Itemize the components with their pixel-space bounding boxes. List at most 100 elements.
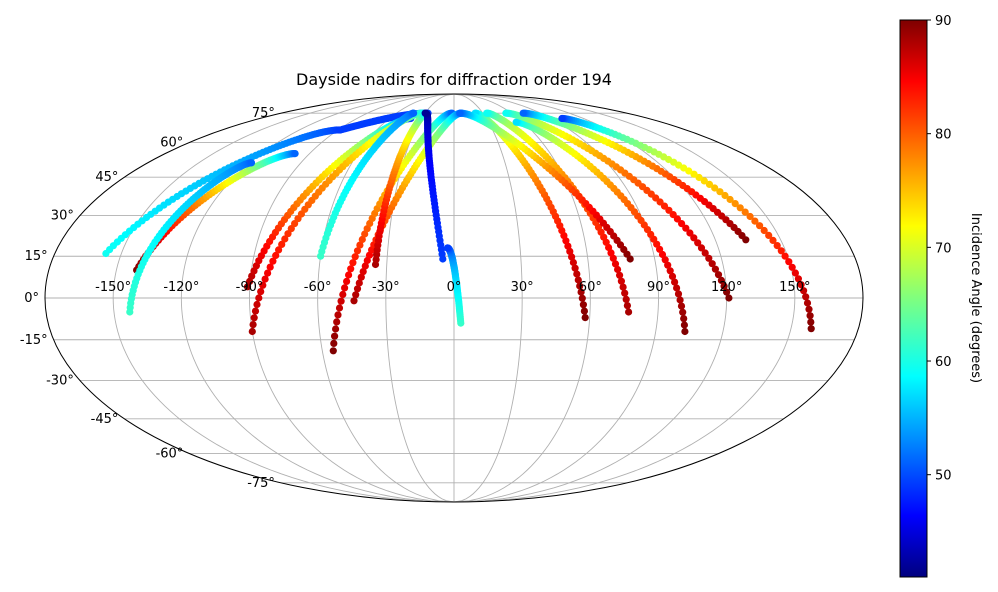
scatter-point bbox=[443, 244, 451, 252]
scatter-point bbox=[705, 254, 713, 262]
map-boundary bbox=[44, 93, 864, 503]
scatter-point bbox=[725, 294, 733, 302]
scatter-point bbox=[421, 109, 429, 117]
scatter-point bbox=[619, 283, 627, 291]
scatter-point bbox=[765, 231, 773, 239]
scatter-point bbox=[577, 288, 585, 296]
scatter-point bbox=[731, 200, 739, 208]
scatter-point bbox=[357, 273, 365, 281]
scatter-point bbox=[807, 318, 815, 326]
scatter-point bbox=[341, 284, 349, 292]
chart-title: Dayside nadirs for diffraction order 194 bbox=[296, 70, 612, 89]
scatter-point bbox=[355, 279, 363, 287]
scatter-point bbox=[330, 339, 338, 347]
scatter-point bbox=[806, 312, 814, 320]
scatter-point bbox=[578, 294, 586, 302]
graticule bbox=[45, 94, 863, 502]
scatter-point bbox=[609, 254, 617, 262]
scatter-point bbox=[614, 265, 622, 274]
scatter-point bbox=[714, 271, 723, 279]
scatter-point bbox=[272, 251, 280, 260]
scatter-point bbox=[773, 242, 781, 250]
scatter-point bbox=[243, 283, 252, 291]
scatter-point bbox=[701, 249, 709, 257]
colorbar-label: Incidence Angle (degrees) bbox=[968, 213, 983, 383]
scatter-point bbox=[677, 302, 686, 310]
scatter-point bbox=[250, 314, 258, 322]
scatter-point bbox=[721, 191, 729, 200]
scatter-point bbox=[502, 109, 510, 117]
scatter-point bbox=[680, 315, 688, 323]
scatter-point bbox=[751, 217, 759, 225]
longitude-tick-labels: -150° -120° -90° -60° -30° 0° 30° 60° 90° 120° 150… bbox=[95, 280, 810, 295]
scatter-point bbox=[339, 290, 347, 299]
latitude-tick-label: 60° bbox=[160, 135, 183, 150]
scatter-point bbox=[680, 321, 689, 329]
scatter-point bbox=[716, 188, 724, 196]
scatter-point bbox=[269, 257, 277, 265]
latitude-tick-label: -30° bbox=[46, 373, 74, 388]
scatter-point bbox=[349, 259, 357, 267]
scatter-point bbox=[456, 109, 464, 117]
scatter-point bbox=[803, 299, 812, 307]
scatter-point bbox=[261, 275, 269, 283]
latitude-tick-label: -45° bbox=[91, 412, 119, 427]
scatter-point bbox=[616, 271, 624, 279]
scatter-point bbox=[805, 305, 813, 313]
scatter-point bbox=[708, 260, 716, 268]
latitude-tick-label: 45° bbox=[95, 170, 118, 185]
longitude-tick-label: 30° bbox=[511, 280, 534, 295]
scatter-point bbox=[352, 291, 360, 299]
longitude-tick-label: -150° bbox=[95, 280, 131, 295]
scatter-point bbox=[558, 114, 566, 123]
scatter-point bbox=[519, 109, 527, 117]
longitude-tick-label: -120° bbox=[163, 280, 199, 295]
scatter-point bbox=[410, 109, 418, 117]
scatter-point bbox=[695, 173, 703, 182]
scatter-point bbox=[576, 282, 584, 290]
scatter-point bbox=[253, 300, 261, 309]
longitude-tick-label: 150° bbox=[779, 280, 810, 295]
scatter-point bbox=[568, 253, 576, 261]
latitude-tick-label: -60° bbox=[156, 447, 184, 462]
latitude-tick-label: 0° bbox=[24, 291, 39, 306]
scatter-point bbox=[797, 281, 805, 289]
scatter-point bbox=[781, 252, 789, 260]
scatter-point bbox=[720, 282, 728, 290]
scatter-point bbox=[697, 244, 706, 252]
scatter-point bbox=[334, 311, 342, 319]
scatter-point bbox=[611, 260, 620, 268]
scatter-point bbox=[361, 262, 369, 270]
scatter-point bbox=[359, 268, 367, 276]
scatter-point bbox=[622, 295, 630, 303]
scatter-point bbox=[671, 278, 679, 286]
scatter-point bbox=[769, 236, 777, 244]
scatter-point bbox=[255, 294, 263, 302]
scatter-point bbox=[791, 269, 800, 277]
colorbar: 50 60 70 80 90 Incidence Angle (degrees) bbox=[899, 14, 983, 578]
scatter-point bbox=[717, 276, 726, 284]
scatter-point bbox=[351, 253, 359, 261]
scatter-point bbox=[676, 296, 684, 304]
scatter-point bbox=[350, 297, 358, 305]
scatter-point bbox=[726, 195, 734, 204]
scatter-point bbox=[335, 304, 344, 312]
scatter-point bbox=[686, 229, 694, 237]
scatter-point bbox=[802, 293, 810, 301]
colorbar-tick-label: 90 bbox=[935, 14, 952, 29]
scatter-point bbox=[259, 281, 267, 289]
scatter-point bbox=[574, 276, 582, 284]
scatter-point bbox=[682, 224, 690, 232]
scatter-point bbox=[661, 256, 669, 264]
colorbar-tick-label: 60 bbox=[935, 355, 952, 370]
scatter-point bbox=[483, 109, 491, 117]
scatter-point bbox=[705, 180, 714, 188]
scatter-point bbox=[736, 204, 744, 212]
scatter-point bbox=[248, 327, 256, 336]
scatter-point bbox=[711, 184, 719, 192]
scatter-point bbox=[756, 222, 764, 230]
scatter-point bbox=[353, 285, 362, 293]
scatter-point bbox=[257, 288, 265, 296]
longitude-tick-label: 120° bbox=[711, 280, 742, 295]
